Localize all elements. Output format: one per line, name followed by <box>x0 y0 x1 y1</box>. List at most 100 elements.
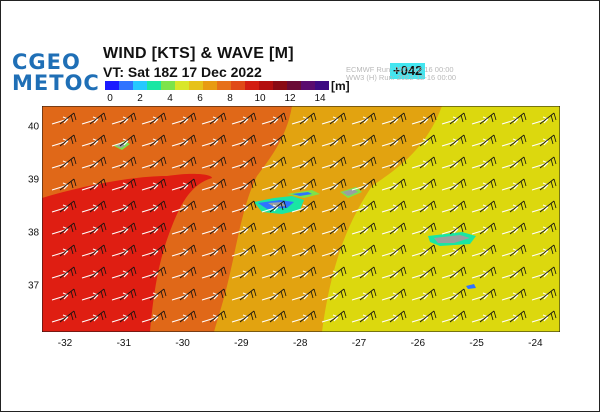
wind-barb <box>89 134 107 147</box>
wind-barb <box>389 244 407 257</box>
wind-barb <box>59 178 77 191</box>
wind-barb <box>269 112 287 125</box>
colorbar-swatch <box>161 81 175 90</box>
wind-barb <box>389 200 407 213</box>
wind-barb <box>149 112 167 125</box>
latitude-tick-label: 39 <box>28 174 40 186</box>
wind-barb <box>389 134 407 147</box>
wind-barb <box>389 310 407 323</box>
longitude-tick-label: -31 <box>116 338 132 349</box>
wind-barb <box>329 156 347 169</box>
colorbar-label: 14 <box>314 93 326 104</box>
colorbar-swatch <box>105 81 119 90</box>
wind-barb <box>209 288 227 301</box>
wind-barb <box>419 156 437 169</box>
wind-barb <box>539 156 557 169</box>
wind-barb <box>419 112 437 125</box>
colorbar-unit: [m] <box>331 79 350 93</box>
colorbar-swatch <box>133 81 147 90</box>
azores-islands <box>114 141 476 289</box>
colorbar-swatch <box>231 81 245 90</box>
wind-barb <box>419 310 437 323</box>
wind-barb <box>149 266 167 279</box>
wind-barb <box>59 266 77 279</box>
wind-barb <box>119 134 137 147</box>
wind-barb <box>149 134 167 147</box>
wind-barb <box>239 178 257 191</box>
colorbar-label: 2 <box>137 93 143 104</box>
longitude-tick-label: -28 <box>292 338 308 349</box>
wind-barb <box>179 156 197 169</box>
wind-barb <box>149 310 167 323</box>
wind-barb <box>539 112 557 125</box>
wind-barb <box>269 222 287 235</box>
wind-barb <box>449 178 467 191</box>
longitude-tick-label: -26 <box>410 338 426 349</box>
valid-time: VT: Sat 18Z 17 Dec 2022 +042 <box>103 63 426 80</box>
wind-barb <box>329 178 347 191</box>
wind-barb <box>239 200 257 213</box>
wind-barb <box>89 178 107 191</box>
wind-barb <box>269 178 287 191</box>
wind-barb <box>299 244 317 257</box>
longitude-tick-label: -30 <box>175 338 190 349</box>
wind-barb <box>479 112 497 125</box>
wind-barb <box>539 244 557 257</box>
wind-barb <box>179 310 197 323</box>
colorbar-label: 0 <box>107 93 113 104</box>
longitude-tick-label: -27 <box>351 338 367 349</box>
wind-barb <box>539 200 557 213</box>
wind-barb <box>119 156 137 169</box>
wind-barb <box>359 310 377 323</box>
wind-barb <box>89 266 107 279</box>
wind-barb <box>509 200 527 213</box>
wind-barb <box>59 156 77 169</box>
colorbar-label: 12 <box>284 93 296 104</box>
wind-barb <box>89 156 107 169</box>
wind-barb <box>359 200 377 213</box>
wind-barb <box>359 178 377 191</box>
wind-barb <box>449 222 467 235</box>
wind-barb <box>449 200 467 213</box>
wind-barb <box>149 156 167 169</box>
wind-barb <box>299 200 317 213</box>
wind-barb <box>209 266 227 279</box>
wind-barb <box>509 266 527 279</box>
run-info-ecmwf: ECMWF Run: 2022-12-16 00:00 <box>346 65 454 74</box>
wind-barb <box>179 222 197 235</box>
wind-barb <box>59 112 77 125</box>
wind-barb <box>539 288 557 301</box>
wind-barb <box>209 244 227 257</box>
wind-barb <box>209 200 227 213</box>
longitude-tick-label: -24 <box>528 338 543 349</box>
wind-barb <box>59 244 77 257</box>
wind-barb <box>89 200 107 213</box>
lead-time-badge: +042 <box>390 63 426 79</box>
wind-barb <box>209 156 227 169</box>
wind-barb <box>209 310 227 323</box>
wind-barb <box>269 244 287 257</box>
wind-barb <box>389 178 407 191</box>
wind-barb <box>509 134 527 147</box>
colorbar-swatch <box>147 81 161 90</box>
wind-barb <box>239 112 257 125</box>
wind-barb <box>119 222 137 235</box>
wind-barb <box>449 156 467 169</box>
wind-barb <box>389 266 407 279</box>
wind-barb <box>539 134 557 147</box>
wind-barb <box>119 244 137 257</box>
wind-barb <box>419 244 437 257</box>
wind-barb <box>269 266 287 279</box>
colorbar-label: 10 <box>254 93 266 104</box>
wind-barb <box>419 134 437 147</box>
wind-wave-map <box>42 106 560 332</box>
wind-barb <box>329 266 347 279</box>
wind-barb <box>389 156 407 169</box>
colorbar-swatch <box>287 81 301 90</box>
wind-barb <box>479 156 497 169</box>
wind-barb <box>479 310 497 323</box>
wind-barb <box>329 244 347 257</box>
wind-barb <box>149 288 167 301</box>
wind-barb <box>89 288 107 301</box>
longitude-tick-label: -25 <box>469 338 484 349</box>
